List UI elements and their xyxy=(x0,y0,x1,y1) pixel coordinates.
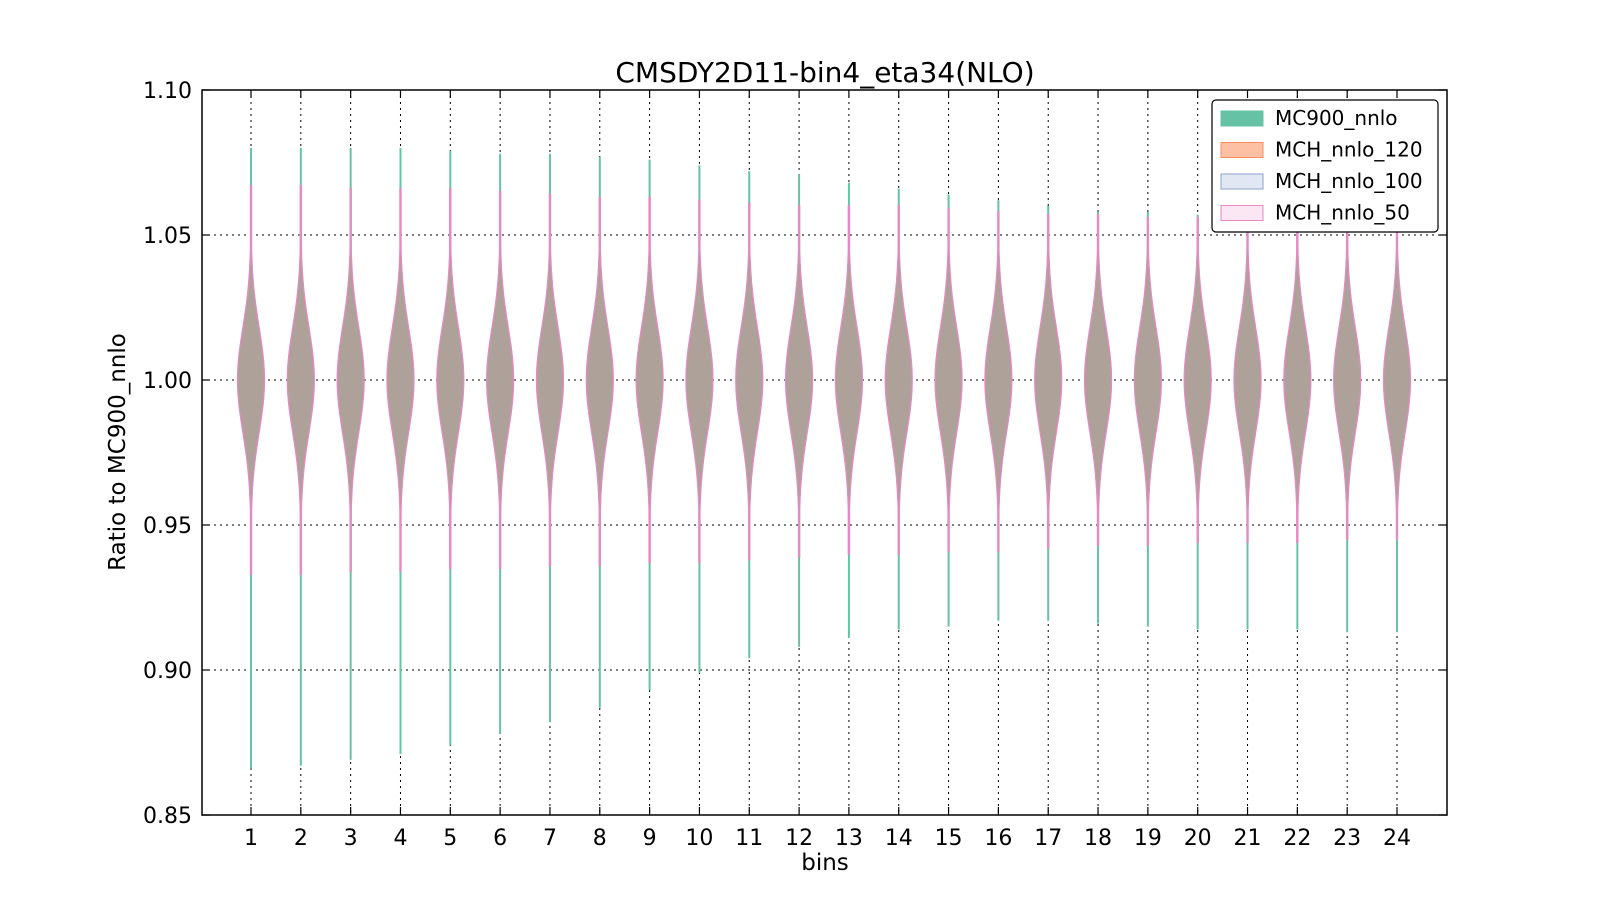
violin-MCH_nnlo_120-23 xyxy=(1333,220,1361,540)
violin-MCH_nnlo_50-20 xyxy=(1183,217,1212,543)
violin-MCH_nnlo_120-22 xyxy=(1283,220,1311,543)
x-tick-label: 17 xyxy=(1034,826,1062,851)
y-tick-label: 1.05 xyxy=(143,224,192,249)
violin-MCH_nnlo_120-11 xyxy=(735,203,763,560)
violin-MCH_nnlo_50-8 xyxy=(585,196,614,567)
violin-MCH_nnlo_50-14 xyxy=(884,205,913,555)
violin-MCH_nnlo_50-24 xyxy=(1382,219,1412,541)
violins xyxy=(236,148,1412,769)
x-tick-label: 8 xyxy=(593,826,607,851)
x-tick-label: 6 xyxy=(493,826,507,851)
violin-MCH_nnlo_120-12 xyxy=(785,206,813,557)
legend-swatch-MCH_nnlo_50 xyxy=(1220,205,1264,221)
violin-MCH_nnlo_120-24 xyxy=(1383,220,1411,540)
violin-MCH_nnlo_50-2 xyxy=(286,185,315,575)
x-tick-label: 2 xyxy=(294,826,308,851)
legend-label: MCH_nnlo_100 xyxy=(1275,169,1423,193)
violin-MCH_nnlo_50-13 xyxy=(834,205,864,555)
violin-MCH_nnlo_50-21 xyxy=(1233,219,1262,543)
y-tick-label: 1.00 xyxy=(143,369,192,394)
x-tick-label: 24 xyxy=(1383,826,1411,851)
y-axis-label: Ratio to MC900_nnlo xyxy=(105,333,131,571)
violin-MCH_nnlo_50-9 xyxy=(635,196,664,564)
violin-MCH_nnlo_120-16 xyxy=(984,211,1012,552)
x-tick-label: 3 xyxy=(344,826,358,851)
violin-MCH_nnlo_50-6 xyxy=(486,190,515,570)
y-tick-label: 0.85 xyxy=(143,804,192,829)
violin-MCH_nnlo_50-12 xyxy=(784,205,814,558)
x-tick-label: 23 xyxy=(1333,826,1361,851)
x-tick-label: 10 xyxy=(685,826,713,851)
violin-MCH_nnlo_50-3 xyxy=(336,188,365,572)
violin-MCH_nnlo_50-11 xyxy=(735,202,764,561)
violin-MCH_nnlo_120-14 xyxy=(885,206,913,554)
chart-title: CMSDY2D11-bin4_eta34(NLO) xyxy=(615,56,1034,89)
violin-MCH_nnlo_50-10 xyxy=(685,199,714,564)
violin-MCH_nnlo_120-13 xyxy=(835,206,863,554)
y-tick-label: 0.90 xyxy=(143,659,192,684)
legend-label: MCH_nnlo_120 xyxy=(1275,138,1423,162)
x-tick-label: 20 xyxy=(1184,826,1212,851)
x-tick-label: 21 xyxy=(1234,826,1262,851)
x-axis-label: bins xyxy=(801,850,849,876)
violin-MCH_nnlo_120-20 xyxy=(1184,217,1212,543)
x-tick-label: 15 xyxy=(935,826,963,851)
x-tick-label: 13 xyxy=(835,826,863,851)
violin-MCH_nnlo_120-3 xyxy=(337,188,365,572)
violin-MCH_nnlo_120-19 xyxy=(1134,217,1162,546)
x-tick-label: 11 xyxy=(735,826,763,851)
violin-MCH_nnlo_50-19 xyxy=(1133,217,1162,546)
legend: MC900_nnlo MCH_nnlo_120 MCH_nnlo_100 MCH_nn… xyxy=(1211,99,1439,233)
violin-MCH_nnlo_50-7 xyxy=(535,193,565,567)
violin-MCH_nnlo_120-5 xyxy=(436,188,464,569)
violin-MCH_nnlo_50-23 xyxy=(1333,219,1362,541)
x-axis-ticks: 1 2 3 4 5 6 7 8 9 10 11 12 13 14 15 16 17 18 19 20 21 22 23 24 xyxy=(244,90,1411,851)
x-tick-label: 19 xyxy=(1134,826,1162,851)
plot-frame xyxy=(201,89,1448,816)
violin-MCH_nnlo_50-4 xyxy=(386,188,415,572)
x-tick-label: 5 xyxy=(443,826,457,851)
violin-MCH_nnlo_50-17 xyxy=(1034,214,1063,549)
violin-MCH_nnlo_120-4 xyxy=(386,188,414,572)
x-tick-label: 4 xyxy=(393,826,407,851)
x-tick-label: 9 xyxy=(643,826,657,851)
violin-MCH_nnlo_120-8 xyxy=(586,197,614,566)
legend-swatch-MCH_nnlo_120 xyxy=(1220,142,1264,158)
violin-MCH_nnlo_50-5 xyxy=(436,188,465,570)
x-tick-label: 22 xyxy=(1283,826,1311,851)
y-tick-label: 1.10 xyxy=(143,79,192,104)
x-tick-label: 18 xyxy=(1084,826,1112,851)
violin-MCH_nnlo_50-22 xyxy=(1283,219,1312,543)
violin-MCH_nnlo_120-17 xyxy=(1034,214,1062,549)
legend-swatch-MCH_nnlo_100 xyxy=(1220,173,1264,190)
violin-MCH_nnlo_120-2 xyxy=(287,185,315,575)
x-tick-label: 14 xyxy=(885,826,913,851)
legend-label: MC900_nnlo xyxy=(1275,106,1398,130)
x-tick-label: 16 xyxy=(984,826,1012,851)
violin-MCH_nnlo_50-16 xyxy=(984,211,1013,552)
violin-MCH_nnlo_120-18 xyxy=(1084,214,1112,546)
y-tick-label: 0.95 xyxy=(143,514,192,539)
violin-MCH_nnlo_120-15 xyxy=(935,208,963,552)
legend-swatch-MC900_nnlo xyxy=(1220,110,1264,127)
legend-box xyxy=(1211,99,1439,233)
violin-MCH_nnlo_50-1 xyxy=(236,185,266,575)
violin-MCH_nnlo_120-9 xyxy=(636,197,664,563)
x-tick-label: 12 xyxy=(785,826,813,851)
x-tick-label: 7 xyxy=(543,826,557,851)
y-axis-ticks: 0.85 0.90 0.95 1.00 1.05 1.10 xyxy=(143,79,1447,829)
violin-MCH_nnlo_50-15 xyxy=(934,208,963,552)
violin-MCH_nnlo_120-7 xyxy=(536,194,564,566)
legend-label: MCH_nnlo_50 xyxy=(1275,201,1410,225)
violin-MCH_nnlo_120-1 xyxy=(237,185,265,575)
violin-MCH_nnlo_120-10 xyxy=(685,200,713,563)
violin-MCH_nnlo_50-18 xyxy=(1083,214,1113,546)
violin-MCH_nnlo_120-21 xyxy=(1234,220,1262,543)
violin-MCH_nnlo_120-6 xyxy=(486,191,514,569)
x-tick-label: 1 xyxy=(244,826,258,851)
